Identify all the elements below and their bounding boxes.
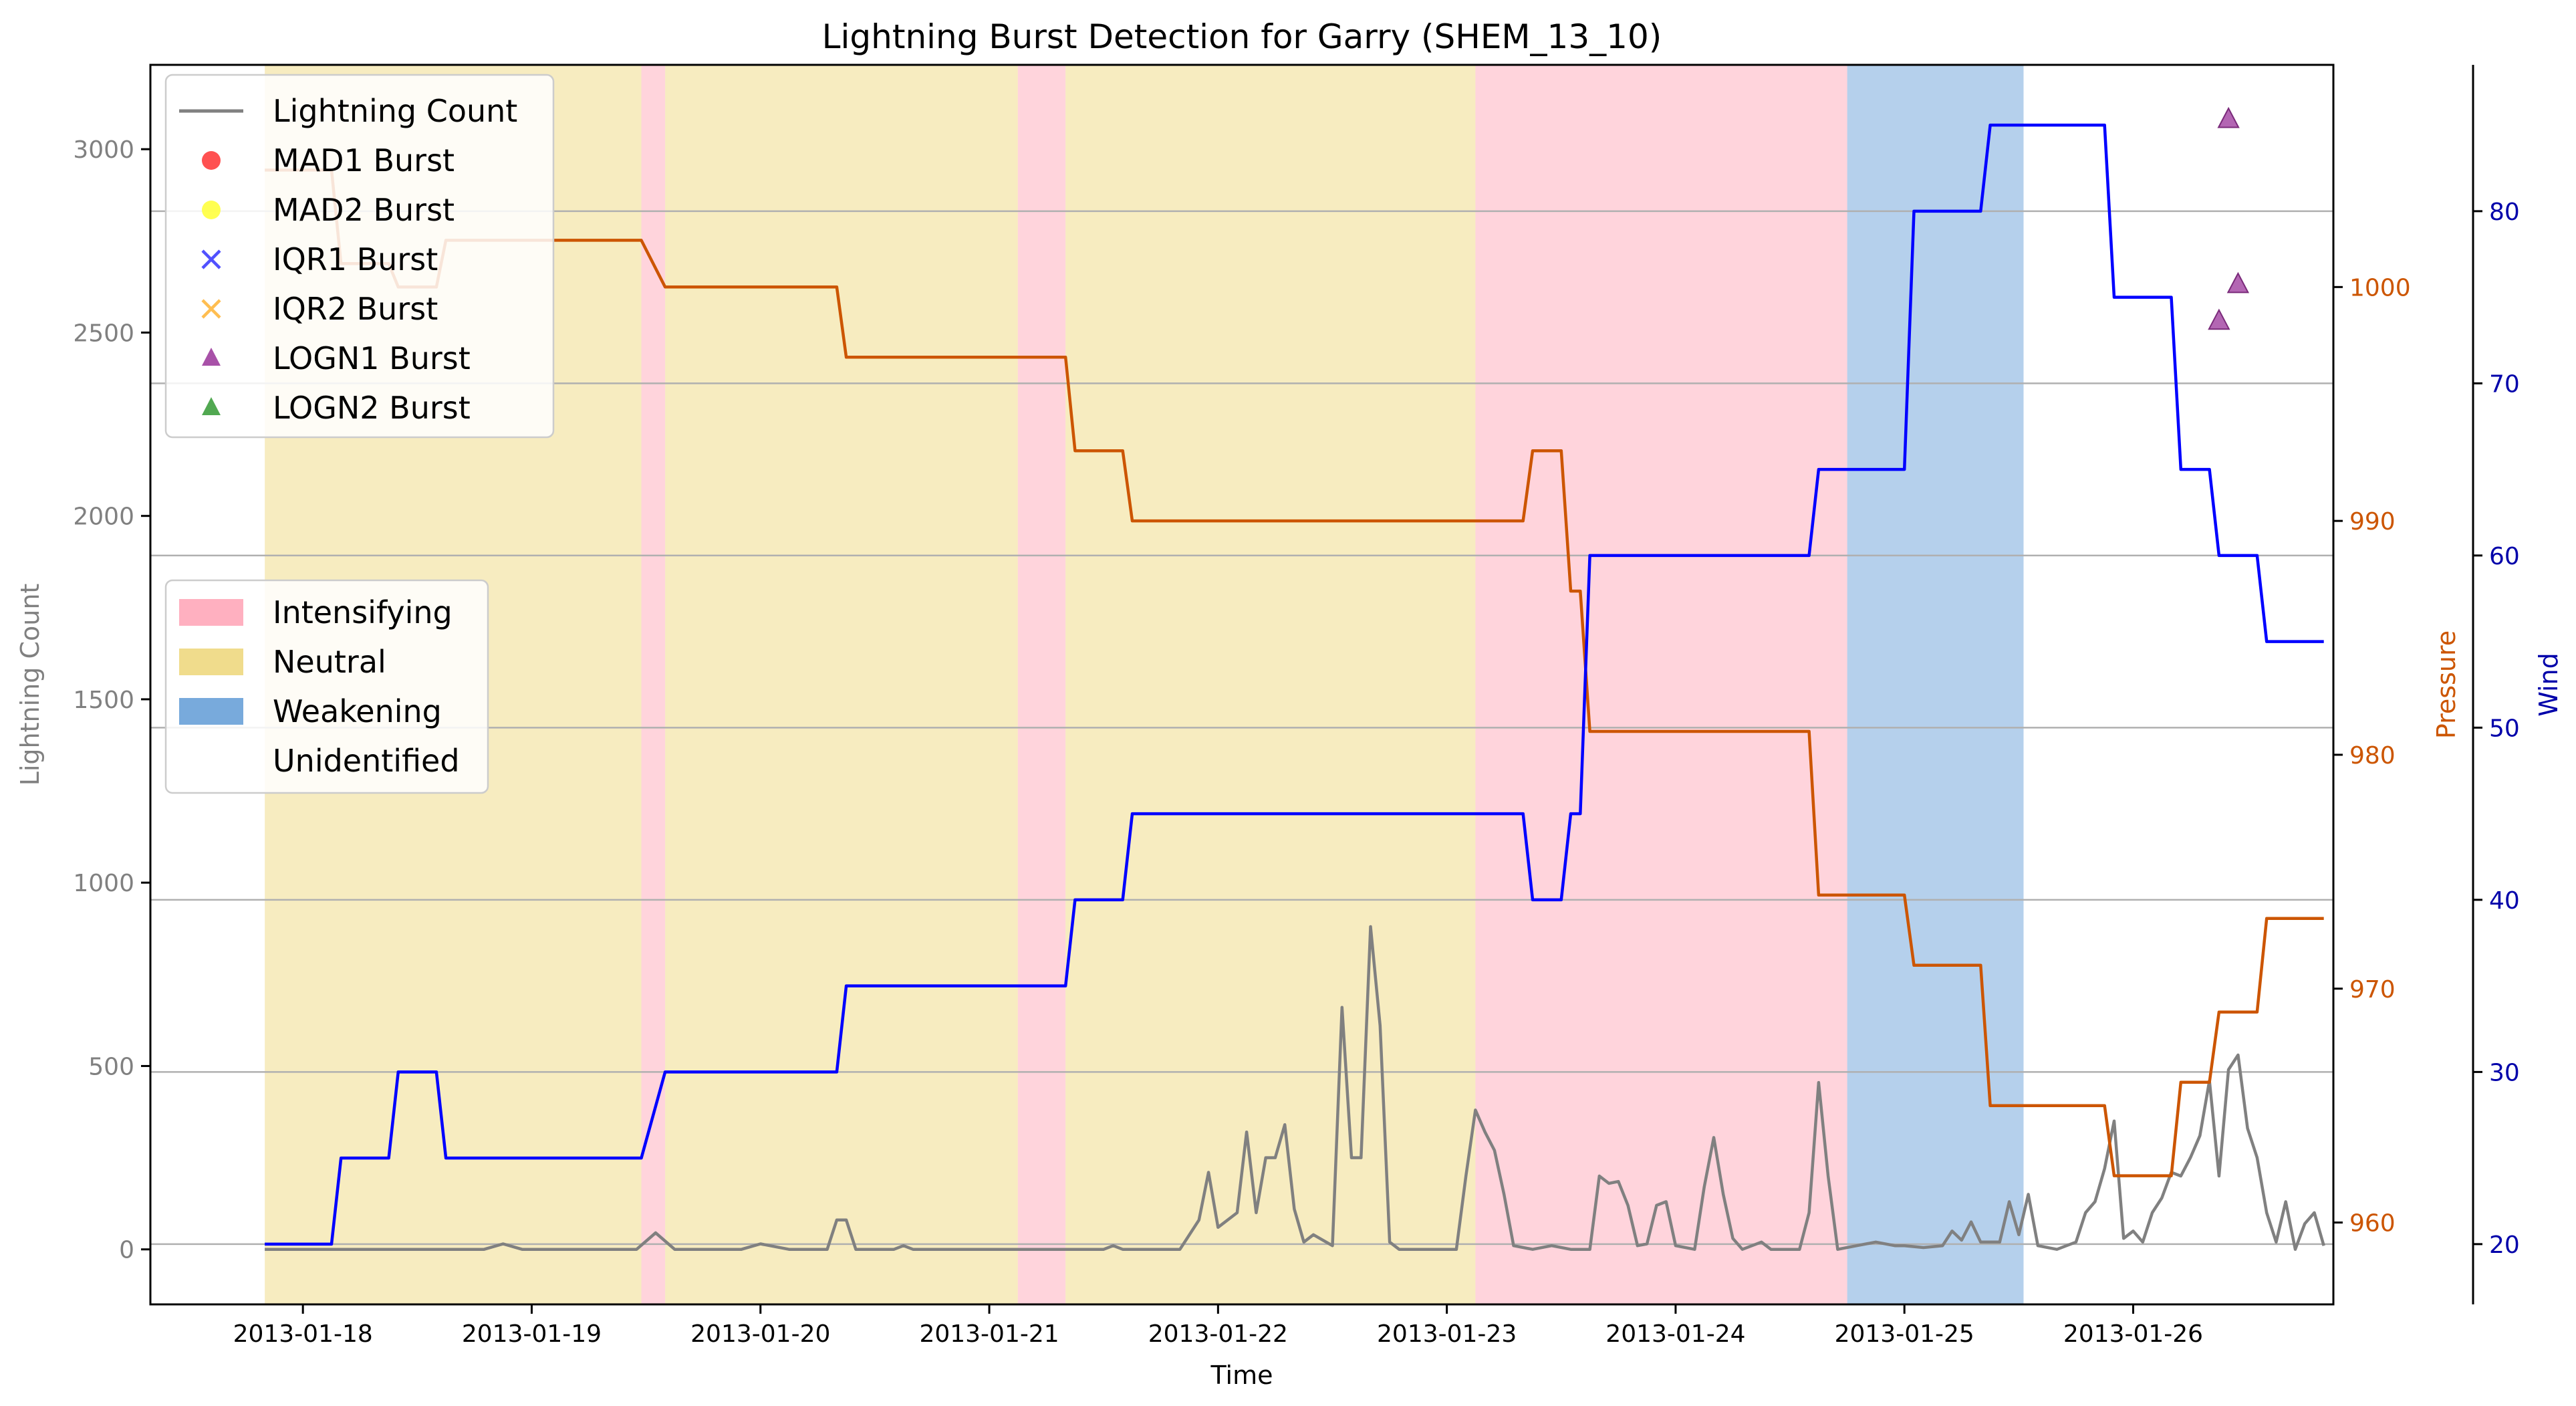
y-axis-label-wind: Wind — [2534, 653, 2563, 717]
burst-marker-logn1 — [2208, 308, 2230, 330]
y-tick-label-wind: 60 — [2489, 543, 2520, 570]
legend-swatch-x — [201, 249, 221, 269]
x-tick-label: 2013-01-24 — [1605, 1320, 1745, 1348]
legend-swatch-triangle — [202, 397, 221, 415]
legend-series-label: LOGN1 Burst — [273, 340, 471, 376]
y-tick-label-lightning: 1500 — [73, 687, 134, 714]
phase-band-weakening — [1847, 65, 2024, 1304]
phase-band-neutral — [665, 65, 1018, 1304]
x-tick-label: 2013-01-22 — [1148, 1320, 1288, 1348]
x-tick-label: 2013-01-23 — [1377, 1320, 1517, 1348]
y-tick-label-pressure: 970 — [2349, 976, 2396, 1004]
legend-series-label: Lightning Count — [273, 93, 517, 129]
x-tick-label: 2013-01-26 — [2063, 1320, 2203, 1348]
legend-swatch-circle — [202, 151, 221, 170]
legend-phase-label: Unidentified — [273, 743, 460, 779]
y-tick-label-lightning: 2500 — [73, 320, 134, 347]
y-tick-label-pressure: 990 — [2349, 508, 2396, 536]
y-tick-label-wind: 70 — [2489, 370, 2520, 398]
legend-phases-box — [164, 579, 489, 794]
phase-band-intensifying — [641, 65, 666, 1304]
legend-phase-label: Neutral — [273, 644, 386, 680]
y-tick-label-wind: 20 — [2489, 1232, 2520, 1259]
legend-series-label: IQR1 Burst — [273, 241, 438, 277]
legend-series-label: IQR2 Burst — [273, 291, 438, 327]
legend-swatch-phase — [179, 698, 243, 725]
y-tick-label-wind: 80 — [2489, 199, 2520, 226]
legend-series-label: LOGN2 Burst — [273, 390, 471, 426]
x-tick-label: 2013-01-20 — [690, 1320, 830, 1348]
series-line-wind — [265, 123, 2324, 1246]
x-axis-label: Time — [1210, 1361, 1273, 1390]
legend-phase-label: Intensifying — [273, 594, 453, 630]
y-tick-label-wind: 50 — [2489, 715, 2520, 742]
y-tick-label-wind: 30 — [2489, 1059, 2520, 1086]
legend-series-label: MAD1 Burst — [273, 142, 455, 179]
legend-swatch-phase — [179, 747, 243, 774]
y-tick-label-lightning: 500 — [88, 1053, 134, 1080]
chart-title: Lightning Burst Detection for Garry (SHE… — [822, 17, 1662, 56]
burst-marker-logn1 — [2217, 106, 2240, 128]
burst-marker-logn1 — [2226, 271, 2250, 294]
phase-band-intensifying — [1017, 65, 1066, 1304]
x-tick-label: 2013-01-19 — [462, 1320, 602, 1348]
x-tick-label: 2013-01-21 — [919, 1320, 1059, 1348]
y-tick-label-pressure: 1000 — [2349, 274, 2411, 302]
phase-band-intensifying — [1475, 65, 1847, 1304]
legend-series: Lightning Count MAD1 Burst MAD2 Burst IQR1 … — [164, 74, 555, 439]
legend-phase-label: Weakening — [273, 693, 442, 729]
x-tick-label: 2013-01-18 — [233, 1320, 373, 1348]
y-axis-label-lightning: Lightning Count — [15, 584, 45, 786]
legend-phases: Intensifying Neutral Weakening Unidentified — [164, 579, 489, 794]
x-tick-label: 2013-01-25 — [1835, 1320, 1974, 1348]
y-tick-label-lightning: 0 — [119, 1237, 134, 1264]
plot-frame — [149, 64, 2335, 1306]
y-tick-label-wind: 40 — [2489, 887, 2520, 915]
y-tick-label-lightning: 1000 — [73, 870, 134, 897]
legend-series-label: MAD2 Burst — [273, 192, 455, 228]
legend-swatch-phase — [179, 649, 243, 675]
legend-series-box — [164, 74, 555, 439]
legend-swatch-circle — [202, 201, 221, 219]
phase-band-neutral — [1065, 65, 1476, 1304]
y-tick-label-pressure: 960 — [2349, 1210, 2396, 1238]
y-tick-label-lightning: 3000 — [73, 136, 134, 164]
legend-swatch-triangle — [202, 348, 221, 366]
legend-swatch-phase — [179, 599, 243, 626]
series-line-lightning-count — [265, 925, 2325, 1251]
y-tick-label-lightning: 2000 — [73, 503, 134, 531]
y-tick-label-pressure: 980 — [2349, 742, 2396, 770]
y-axis-label-pressure: Pressure — [2432, 630, 2461, 739]
legend-swatch-x — [201, 299, 221, 319]
